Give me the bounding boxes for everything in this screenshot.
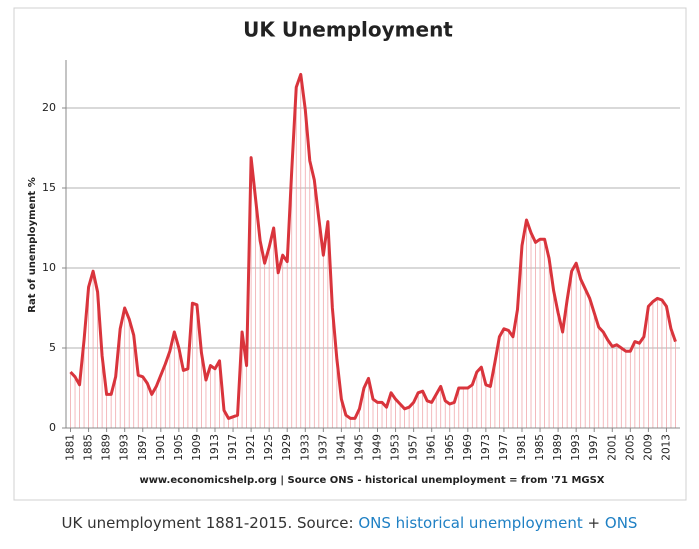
- y-tick-label: 20: [42, 101, 56, 114]
- x-tick-label: 1953: [390, 434, 402, 461]
- caption-separator: +: [587, 514, 601, 532]
- x-tick-label: 1969: [462, 434, 474, 461]
- x-tick-label: 1949: [372, 434, 384, 461]
- caption-link[interactable]: ONS: [604, 514, 638, 532]
- caption: UK unemployment 1881-2015. Source: ONS h…: [0, 514, 699, 532]
- x-tick-label: 1961: [426, 434, 438, 461]
- x-tick-label: 1917: [227, 434, 239, 461]
- x-tick-label: 1913: [209, 434, 221, 461]
- x-tick-label: 1885: [83, 434, 95, 461]
- caption-link[interactable]: ONS historical unemployment: [358, 514, 583, 532]
- x-tick-label: 1981: [516, 434, 528, 461]
- chart-title: UK Unemployment: [243, 18, 453, 42]
- x-tick-label: 1965: [444, 434, 456, 461]
- x-tick-label: 1909: [191, 434, 203, 461]
- chart: UK Unemployment Rat of unemployment % ww…: [13, 7, 687, 501]
- source-note: www.economicshelp.org | Source ONS - his…: [139, 475, 604, 486]
- x-tick-label: 1945: [353, 434, 365, 461]
- x-tick-label: 1901: [155, 434, 167, 461]
- x-tick-label: 1941: [335, 434, 347, 461]
- x-tick-label: 2001: [606, 434, 618, 461]
- x-tick-label: 1997: [588, 434, 600, 461]
- x-tick-label: 1985: [534, 434, 546, 461]
- x-tick-label: 1897: [137, 434, 149, 461]
- x-tick-label: 1973: [480, 434, 492, 461]
- x-tick-label: 1937: [317, 434, 329, 461]
- x-tick-label: 1893: [119, 434, 131, 461]
- x-tick-label: 1929: [281, 434, 293, 461]
- x-tick-label: 1989: [552, 434, 564, 461]
- y-tick-label: 0: [49, 421, 56, 434]
- x-tick-label: 1993: [570, 434, 582, 461]
- x-tick-label: 2005: [624, 434, 636, 461]
- caption-text: UK unemployment 1881-2015. Source:: [61, 514, 354, 532]
- x-tick-label: 1977: [498, 434, 510, 461]
- y-tick-label: 10: [42, 261, 56, 274]
- x-tick-label: 1925: [263, 434, 275, 461]
- x-tick-label: 1933: [299, 434, 311, 461]
- x-tick-label: 2009: [642, 434, 654, 461]
- x-tick-label: 2013: [660, 434, 672, 461]
- x-tick-label: 1889: [101, 434, 113, 461]
- data-line: [69, 72, 677, 420]
- x-tick-label: 1905: [173, 434, 185, 461]
- y-axis-label: Rat of unemployment %: [27, 177, 38, 312]
- x-tick-label: 1881: [65, 434, 77, 461]
- y-tick-label: 15: [42, 181, 56, 194]
- x-tick-label: 1957: [408, 434, 420, 461]
- x-tick-label: 1921: [245, 434, 257, 461]
- y-tick-label: 5: [49, 341, 56, 354]
